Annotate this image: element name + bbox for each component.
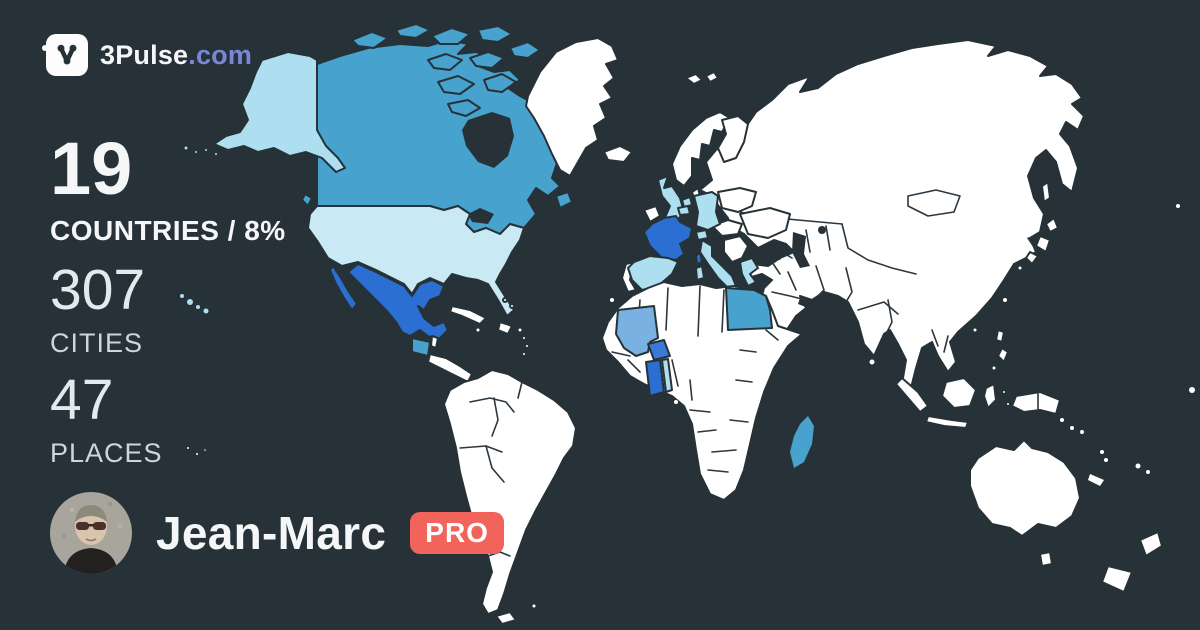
country-netherlands [681,196,693,208]
region-south-america [185,369,577,625]
country-switzerland [695,229,709,241]
stat-places: 47 PLACES [50,372,163,469]
region-se-asia-islands [867,296,1061,429]
stat-countries: 19 COUNTRIES / 8% [50,132,286,247]
region-eurasia [699,39,1085,393]
country-ireland [643,205,661,223]
region-greenland [525,37,619,177]
country-france [643,215,703,265]
pro-badge: PRO [410,512,504,554]
region-iceland [603,145,633,163]
user-profile: Jean-Marc PRO [50,492,504,574]
country-guatemala [411,337,431,357]
country-usa [307,205,525,317]
cities-value: 307 [50,258,146,322]
country-madagascar [790,416,814,468]
country-germany [693,191,721,231]
brand-logo[interactable]: 3Pulse.com [46,34,252,76]
3pulse-check-icon [46,34,88,76]
country-belgium [677,205,691,216]
region-central-europe [711,187,791,263]
region-pacific-islands [1060,204,1195,486]
map-islet [674,400,678,404]
asia-borders [715,189,1037,353]
region-new-zealand [1101,531,1163,593]
cities-label: CITIES [50,328,144,358]
avatar [50,492,132,574]
brand-name: 3Pulse.com [100,39,253,70]
map-islet [610,298,614,302]
country-burkina-faso [647,339,671,361]
country-spain [627,255,679,291]
country-mexico [329,263,449,341]
region-caribbean [449,297,530,357]
country-egypt [725,287,773,331]
region-japan-korea [1016,181,1059,272]
region-alaska [182,51,346,173]
places-label: PLACES [50,438,163,468]
profile-name: Jean-Marc [156,507,387,559]
countries-value: 19 [50,127,133,210]
country-ghana [645,359,665,397]
country-togo [661,358,673,393]
region-central-america [427,335,473,383]
region-australia [969,439,1081,567]
region-scandinavia [671,71,749,199]
region-hawaii [180,294,209,314]
stat-cities: 307 CITIES [50,262,145,359]
countries-label: COUNTRIES / 8% [50,215,286,246]
country-canada [301,23,573,235]
south-america-borders [459,381,523,557]
places-value: 47 [50,368,114,432]
